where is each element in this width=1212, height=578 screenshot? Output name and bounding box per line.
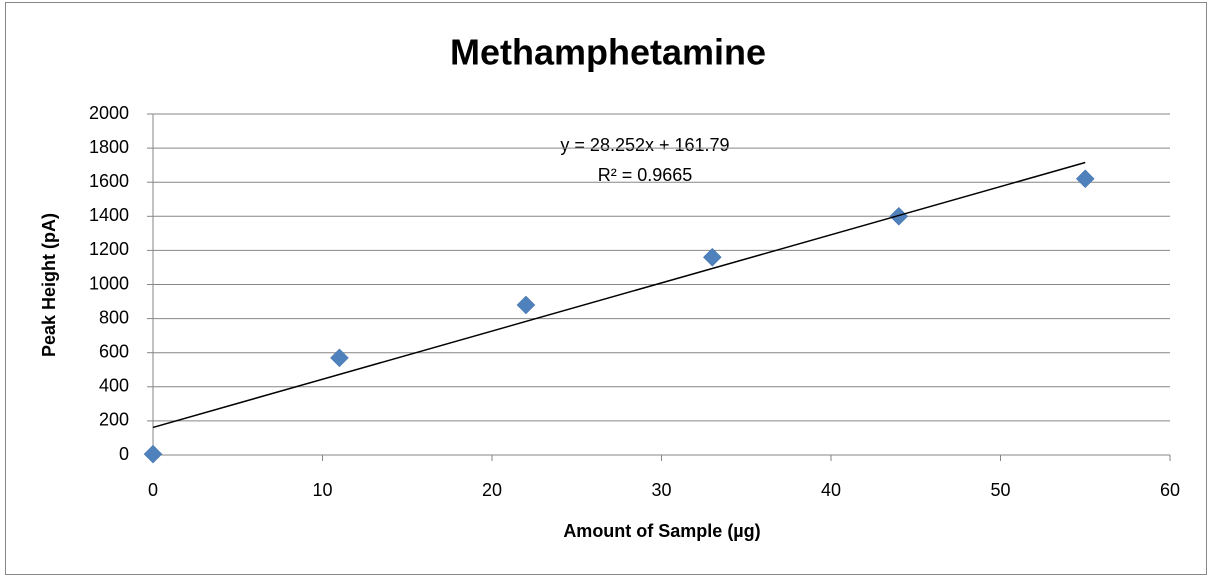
data-point [330,348,349,368]
y-tick-label: 1800 [89,137,129,157]
y-tick-label: 600 [99,341,129,361]
trendline-r2: R² = 0.9665 [598,165,693,185]
y-tick-label: 800 [99,307,129,327]
y-tick-label: 1400 [89,205,129,225]
y-tick-label: 200 [99,410,129,430]
x-axis-title: Amount of Sample (µg) [563,521,760,541]
data-point [143,444,163,464]
trendline [152,161,1086,429]
data-point [702,247,722,267]
chart-border [5,2,1207,575]
y-tick-label: 1600 [89,171,129,191]
y-tick-label: 1000 [89,273,129,293]
y-axis-title: Peak Height (pA) [39,213,59,357]
data-point [1075,169,1095,189]
x-tick-label: 0 [148,480,158,500]
y-tick-label: 2000 [89,103,129,123]
x-tick-label: 60 [1160,480,1180,500]
x-tick-label: 40 [821,480,841,500]
x-tick-label: 20 [482,480,502,500]
x-tick-label: 30 [651,480,671,500]
y-tick-label: 1200 [89,239,129,259]
y-tick-label: 400 [99,376,129,396]
x-tick-label: 50 [990,480,1010,500]
trendline-equation: y = 28.252x + 161.79 [560,135,729,155]
x-tick-label: 10 [312,480,332,500]
chart-title: Methamphetamine [450,32,766,73]
data-point [516,295,536,315]
y-tick-label: 0 [119,444,129,464]
